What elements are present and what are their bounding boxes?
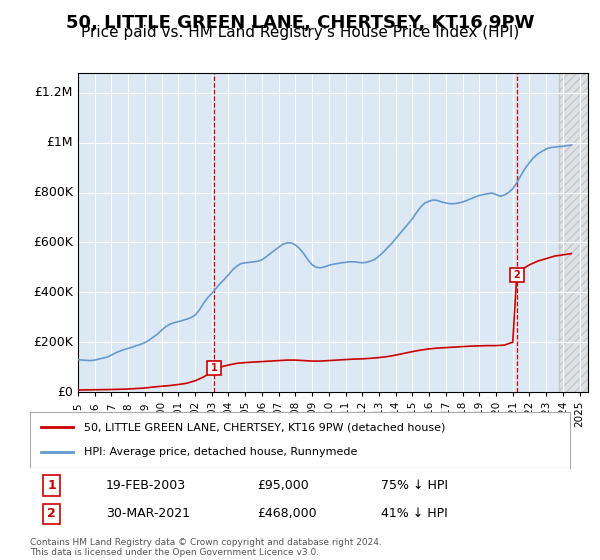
Text: HPI: Average price, detached house, Runnymede: HPI: Average price, detached house, Runn… [84, 447, 358, 457]
Text: Contains HM Land Registry data © Crown copyright and database right 2024.
This d: Contains HM Land Registry data © Crown c… [30, 538, 382, 557]
Text: 30-MAR-2021: 30-MAR-2021 [106, 507, 190, 520]
Text: £468,000: £468,000 [257, 507, 316, 520]
Text: 75% ↓ HPI: 75% ↓ HPI [381, 479, 448, 492]
Text: £800K: £800K [33, 186, 73, 199]
Text: 41% ↓ HPI: 41% ↓ HPI [381, 507, 448, 520]
Text: 2: 2 [47, 507, 56, 520]
Text: £600K: £600K [33, 236, 73, 249]
Text: £200K: £200K [33, 335, 73, 349]
Bar [559, 73, 588, 392]
Text: 1: 1 [211, 363, 217, 374]
Text: £1M: £1M [46, 136, 73, 149]
Text: 1: 1 [47, 479, 56, 492]
Text: £0: £0 [57, 385, 73, 399]
Text: £400K: £400K [33, 286, 73, 298]
Text: 2: 2 [514, 270, 520, 281]
Text: £1.2M: £1.2M [35, 86, 73, 99]
Text: 19-FEB-2003: 19-FEB-2003 [106, 479, 186, 492]
Text: 50, LITTLE GREEN LANE, CHERTSEY, KT16 9PW: 50, LITTLE GREEN LANE, CHERTSEY, KT16 9P… [66, 14, 534, 32]
Text: 50, LITTLE GREEN LANE, CHERTSEY, KT16 9PW (detached house): 50, LITTLE GREEN LANE, CHERTSEY, KT16 9P… [84, 422, 445, 432]
Text: £95,000: £95,000 [257, 479, 308, 492]
Text: Price paid vs. HM Land Registry's House Price Index (HPI): Price paid vs. HM Land Registry's House … [81, 25, 519, 40]
